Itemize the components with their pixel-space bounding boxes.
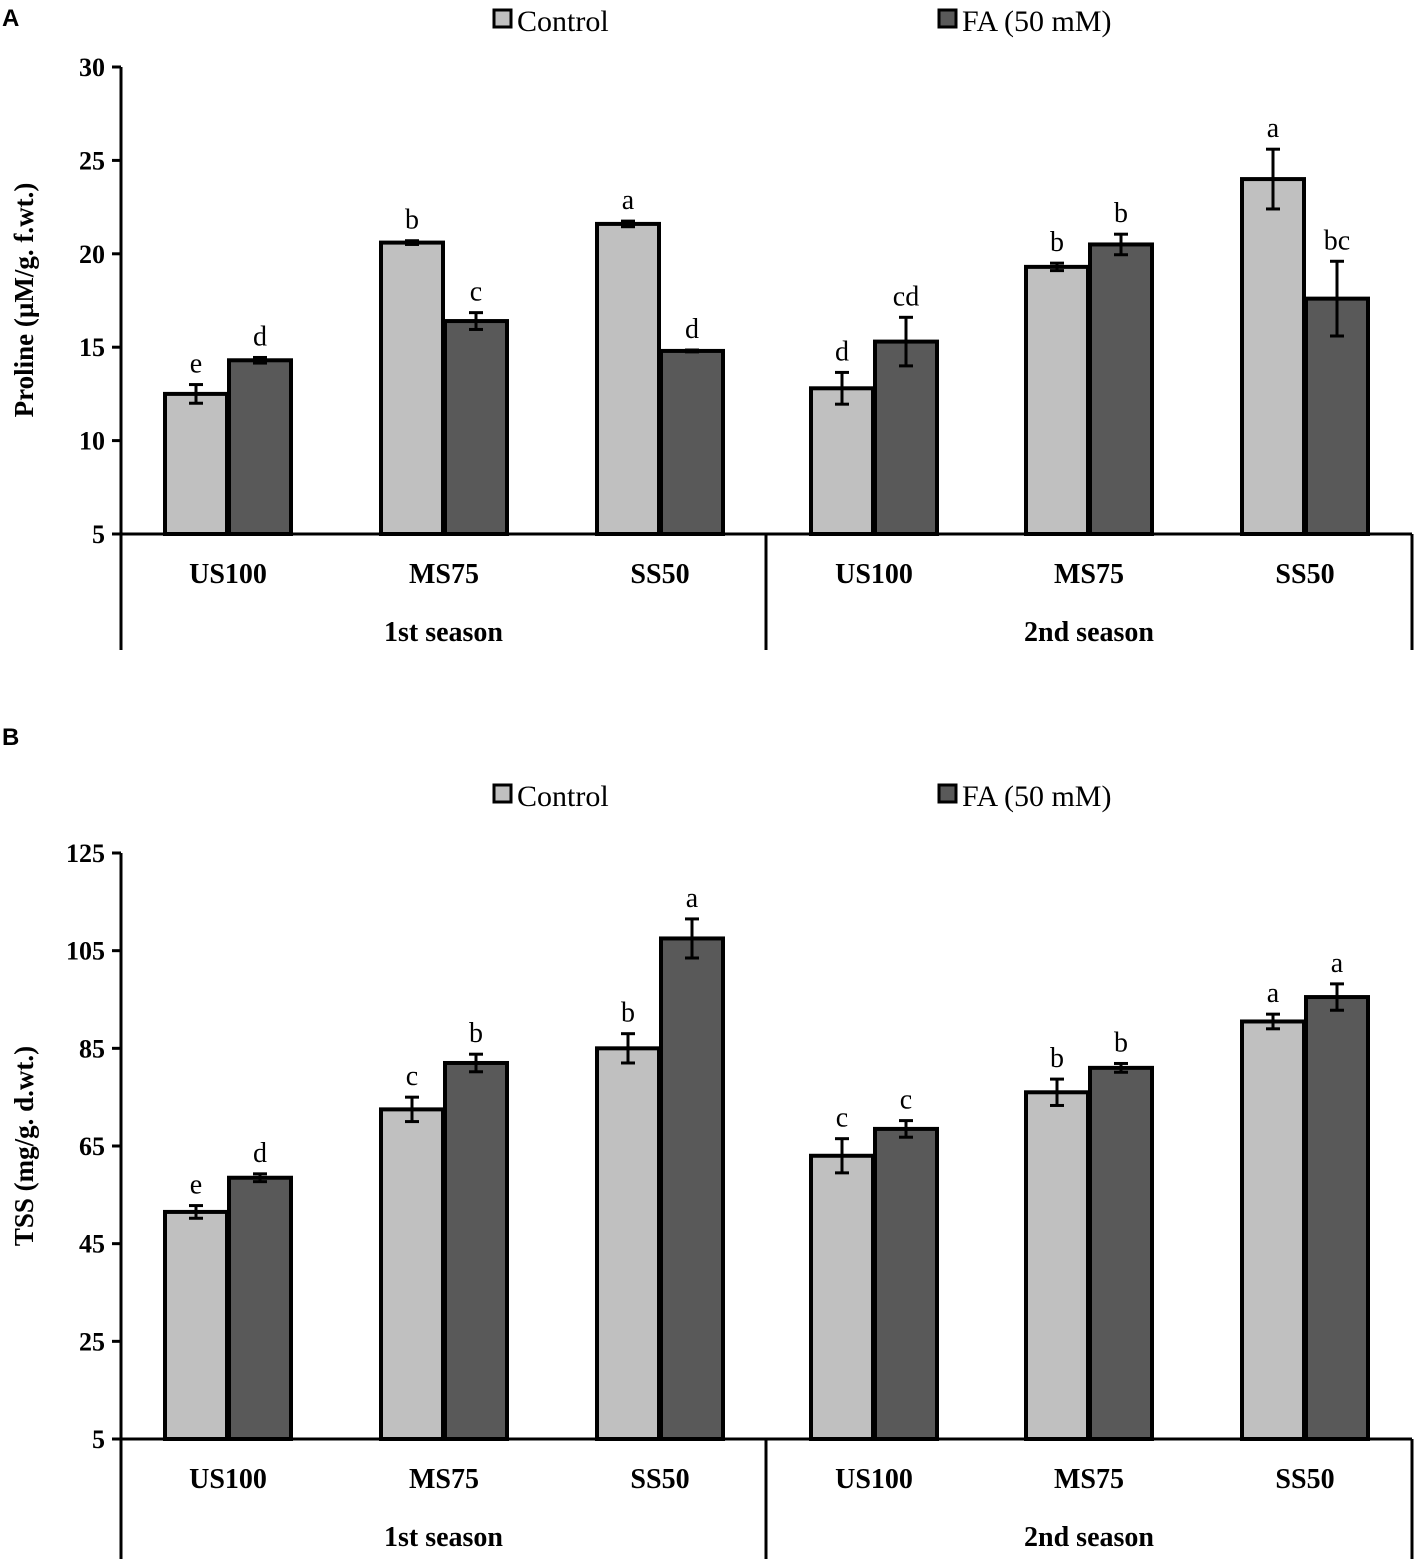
bar-fa	[227, 358, 293, 536]
significance-label: bc	[1324, 225, 1350, 256]
bar-fa	[1304, 296, 1370, 536]
bar-control	[1024, 264, 1090, 536]
legend: Control FA (50 mM)	[492, 780, 1111, 813]
bar-control	[809, 386, 875, 536]
y-axis-label: TSS (mg/g. d.wt.)	[9, 1046, 39, 1246]
significance-label: b	[469, 1018, 483, 1049]
significance-label: cd	[893, 281, 919, 312]
y-tick-label: 30	[79, 53, 105, 82]
y-tick-label: 5	[92, 1425, 105, 1454]
category-label: US100	[189, 559, 267, 590]
bar-control	[809, 1153, 875, 1442]
season-label: 1st season	[384, 1522, 503, 1553]
significance-label: b	[1114, 1027, 1128, 1058]
y-tick-label: 85	[79, 1034, 105, 1063]
bar-control	[595, 221, 661, 537]
category-label: US100	[835, 1464, 913, 1495]
category-label: SS50	[1275, 1464, 1334, 1495]
y-tick-label: 45	[79, 1230, 105, 1259]
bar-control	[595, 1046, 661, 1442]
significance-label: c	[900, 1085, 912, 1116]
bar-fa	[659, 936, 725, 1441]
y-axis-label: Proline (µM/g. f.wt.)	[9, 183, 39, 418]
significance-label: c	[406, 1061, 418, 1092]
legend-label-control: Control	[517, 780, 609, 813]
panel-a: A Control FA (50 mM) 5 10 15 20 25 30 Proline (µM…	[2, 5, 1414, 650]
bar-fa	[1088, 1065, 1154, 1442]
significance-label: d	[685, 314, 699, 345]
bar-fa	[227, 1175, 293, 1442]
significance-label: b	[1050, 1043, 1064, 1074]
significance-label: e	[190, 1170, 202, 1201]
significance-label: a	[686, 883, 699, 914]
bar-control	[163, 391, 229, 536]
y-tick-label: 125	[66, 839, 105, 868]
bar-fa	[873, 339, 939, 537]
legend-label-control: Control	[517, 5, 609, 38]
bar-fa	[443, 1060, 509, 1441]
legend-label-fa: FA (50 mM)	[962, 780, 1111, 813]
significance-label: b	[1114, 198, 1128, 229]
significance-label: b	[1050, 227, 1064, 258]
y-tick-label: 5	[92, 520, 105, 549]
y-tick-label: 20	[79, 240, 105, 269]
significance-label: a	[622, 185, 635, 216]
legend-swatch-control	[492, 8, 513, 29]
significance-label: c	[836, 1103, 848, 1134]
significance-label: b	[405, 205, 419, 236]
y-tick-label: 105	[66, 937, 105, 966]
season-label: 2nd season	[1024, 1522, 1154, 1553]
legend-swatch-control	[492, 783, 513, 804]
y-tick-label: 25	[79, 1327, 105, 1356]
significance-label: d	[835, 336, 849, 367]
legend-swatch-fa	[937, 783, 958, 804]
bar-control	[1024, 1090, 1090, 1441]
significance-label: d	[253, 321, 267, 352]
y-tick-label: 65	[79, 1132, 105, 1161]
significance-label: a	[1331, 948, 1344, 979]
legend: Control FA (50 mM)	[492, 5, 1111, 38]
y-tick-label: 15	[79, 333, 105, 362]
panel-letter: B	[2, 724, 19, 751]
significance-label: c	[470, 277, 482, 308]
bar-fa	[1088, 242, 1154, 537]
bar-control	[1240, 1019, 1306, 1441]
legend-label-fa: FA (50 mM)	[962, 5, 1111, 38]
bar-fa	[873, 1126, 939, 1441]
y-tick-label: 10	[79, 427, 105, 456]
panel-letter: A	[2, 5, 19, 32]
significance-label: a	[1267, 113, 1280, 144]
significance-label: d	[253, 1138, 267, 1169]
bar-control	[1240, 177, 1306, 537]
category-label: US100	[835, 559, 913, 590]
category-label: MS75	[409, 559, 479, 590]
category-label: SS50	[630, 1464, 689, 1495]
y-tick-label: 25	[79, 146, 105, 175]
category-label: MS75	[1054, 1464, 1124, 1495]
bar-control	[379, 1107, 445, 1441]
bar-control	[379, 240, 445, 536]
significance-label: b	[621, 998, 635, 1029]
category-label: MS75	[409, 1464, 479, 1495]
significance-label: e	[190, 349, 202, 380]
category-label: US100	[189, 1464, 267, 1495]
panel-b: B Control FA (50 mM) 5 25 45 65 85 105 125 TSS (mg…	[2, 724, 1414, 1559]
bar-control	[163, 1209, 229, 1442]
category-label: SS50	[630, 559, 689, 590]
bar-fa	[1304, 995, 1370, 1442]
legend-swatch-fa	[937, 8, 958, 29]
season-label: 2nd season	[1024, 617, 1154, 648]
season-label: 1st season	[384, 617, 503, 648]
category-label: SS50	[1275, 559, 1334, 590]
bar-fa	[443, 319, 509, 536]
category-label: MS75	[1054, 559, 1124, 590]
significance-label: a	[1267, 978, 1280, 1009]
bar-fa	[659, 348, 725, 536]
